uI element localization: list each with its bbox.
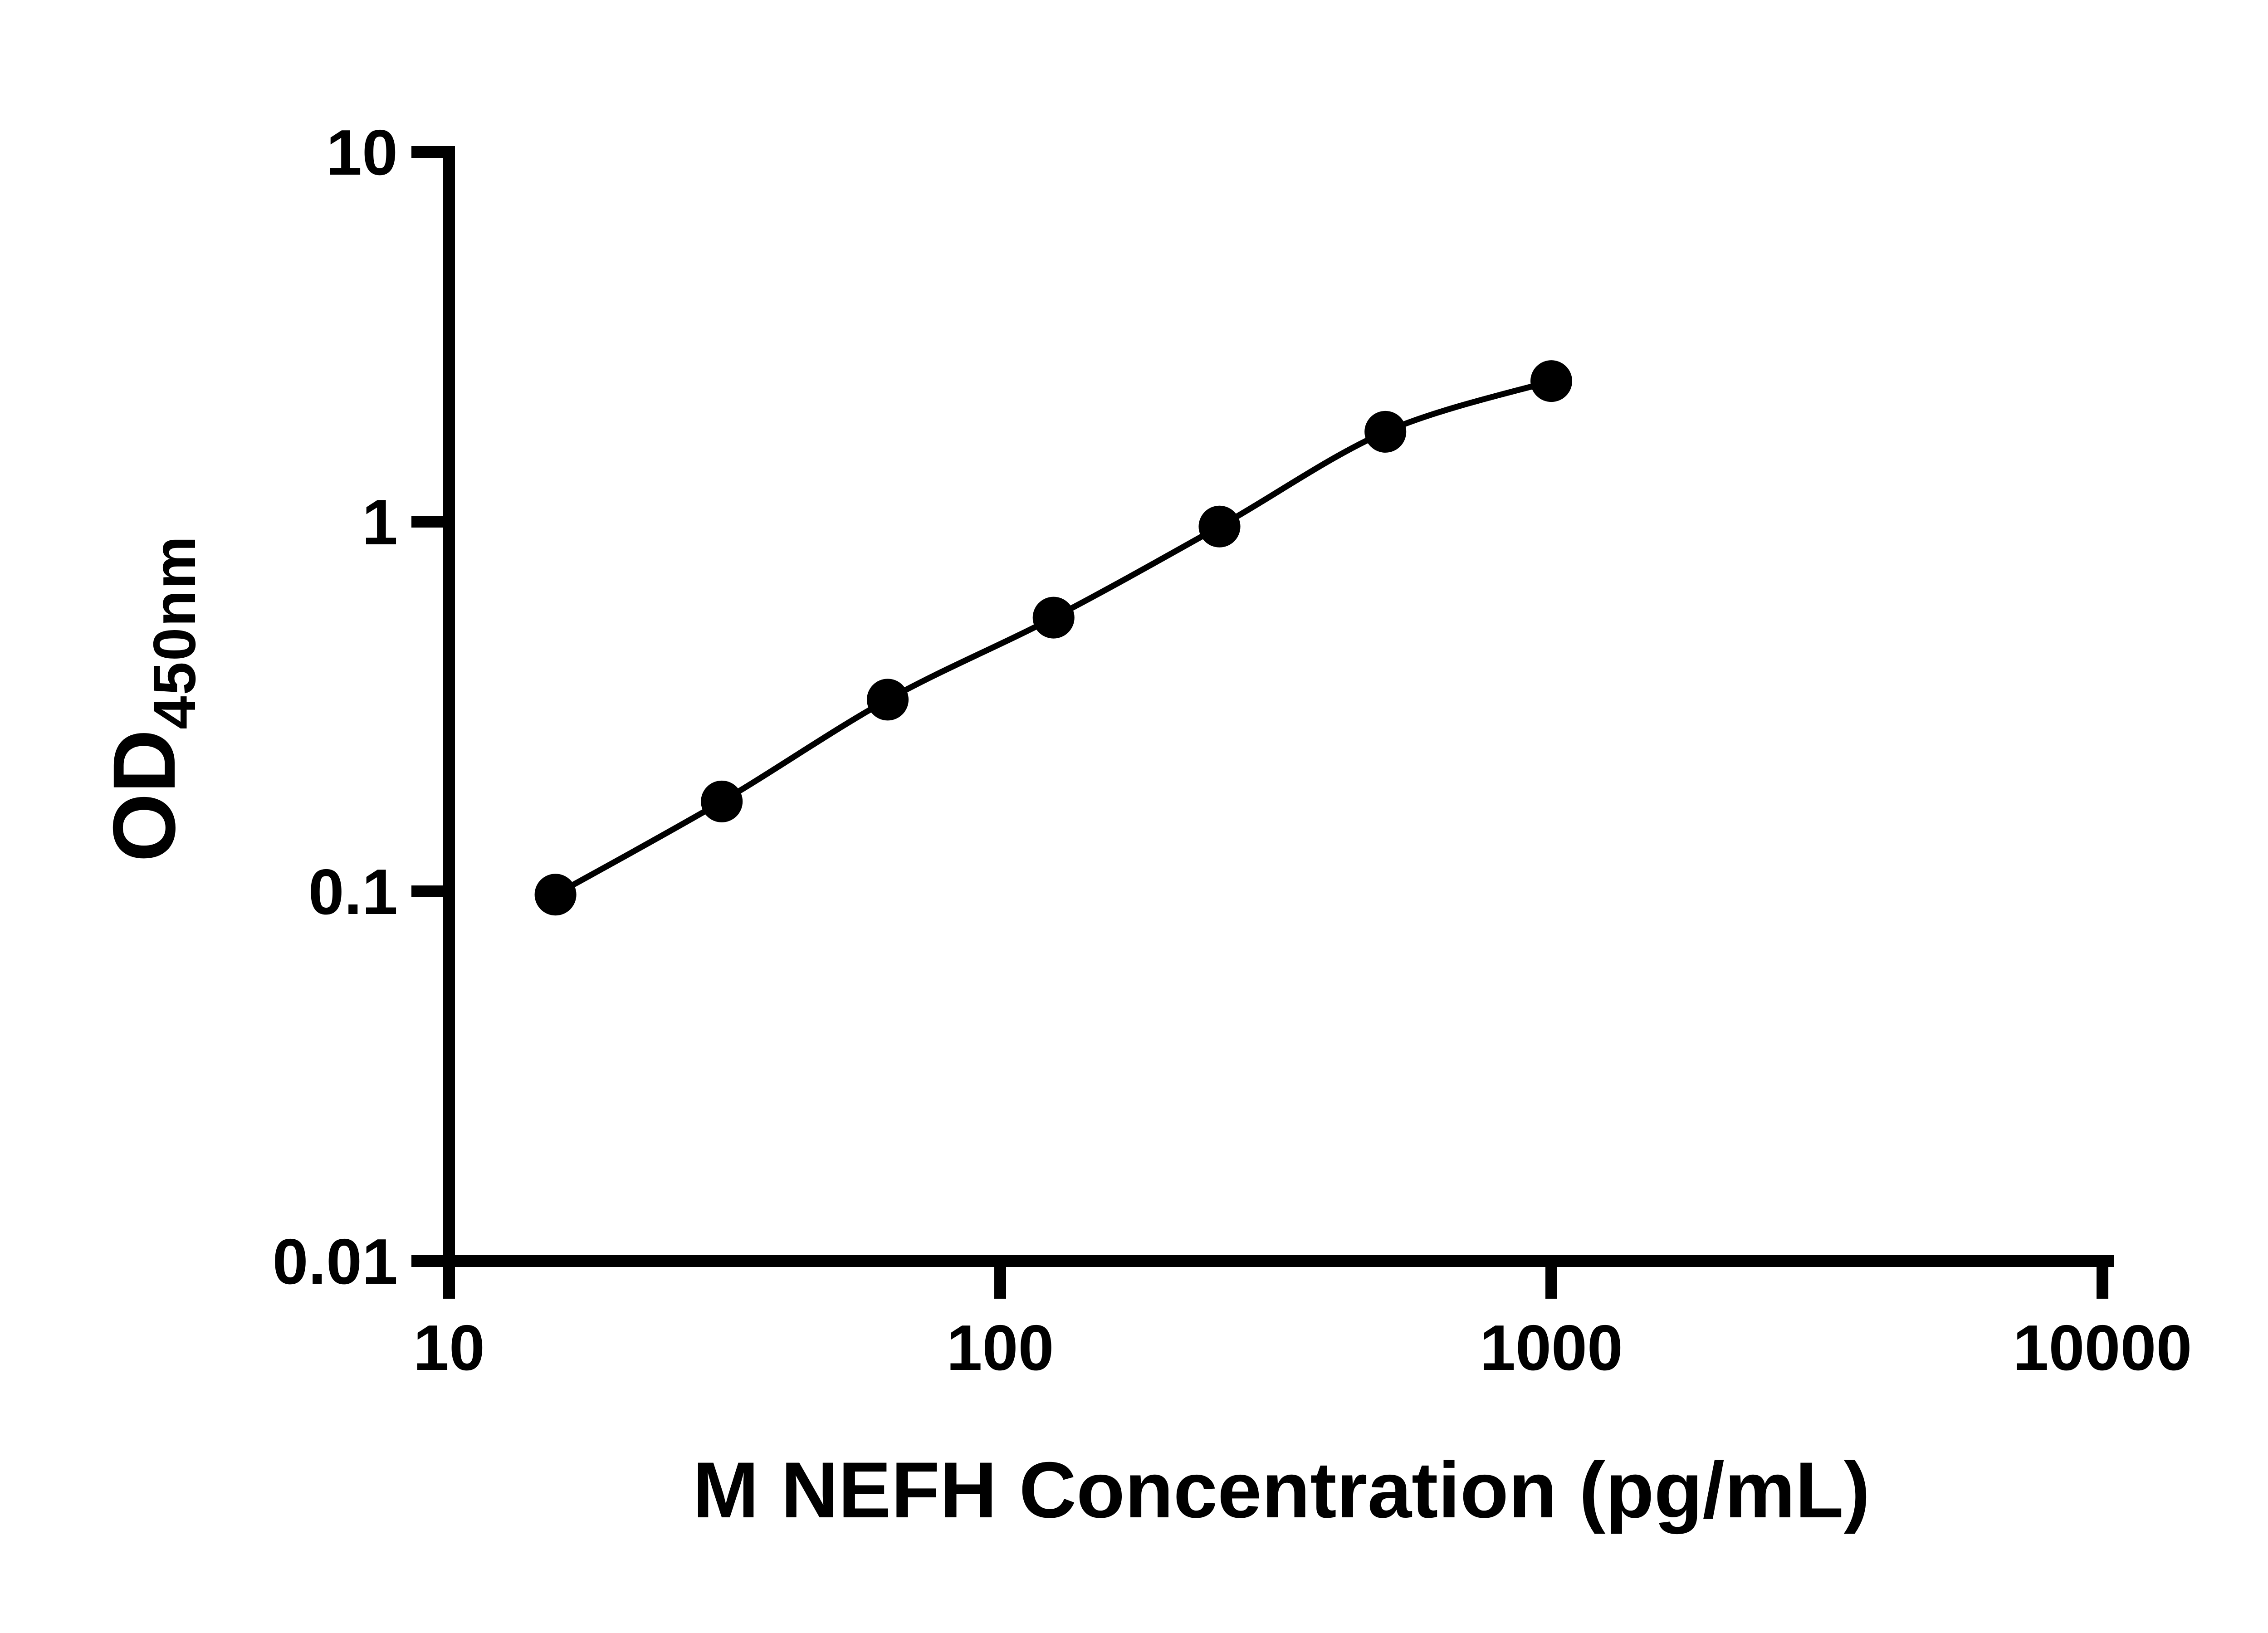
data-point — [1198, 505, 1241, 548]
y-axis-title: OD450nm — [93, 535, 209, 862]
x-tick-label: 10 — [413, 1312, 485, 1384]
data-point — [534, 874, 577, 916]
data-point — [1364, 411, 1407, 453]
data-point — [1530, 360, 1572, 402]
x-axis-title: M NEFH Concentration (pg/mL) — [693, 1446, 1870, 1535]
y-axis-title-sub: 450nm — [141, 535, 208, 729]
x-tick-label: 10000 — [2013, 1312, 2192, 1384]
y-tick-label: 1 — [362, 486, 398, 558]
x-tick-label: 100 — [947, 1312, 1054, 1384]
y-tick-label: 10 — [326, 117, 398, 189]
y-axis-title-main: OD — [95, 729, 194, 862]
data-point — [1032, 596, 1075, 639]
data-point — [867, 679, 909, 721]
data-point — [701, 780, 743, 822]
y-tick-label: 0.01 — [273, 1226, 398, 1298]
x-tick-label: 1000 — [1480, 1312, 1623, 1384]
y-tick-label: 0.1 — [308, 856, 398, 928]
